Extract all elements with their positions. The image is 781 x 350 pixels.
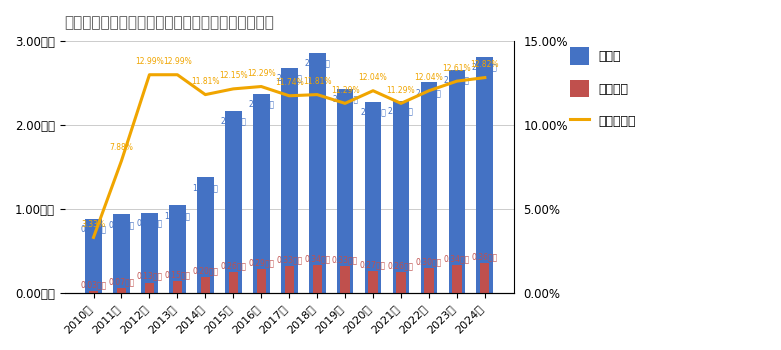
Text: 2.17兆円: 2.17兆円 (220, 117, 246, 126)
Text: 0.34兆円: 0.34兆円 (304, 254, 330, 263)
Text: 0.07兆円: 0.07兆円 (109, 277, 134, 286)
営業利益率 (396, 101, 405, 105)
Text: 2.37兆円: 2.37兆円 (248, 100, 274, 109)
営業利益率 (312, 92, 322, 97)
Bar (197, 177, 214, 293)
営業利益率 (256, 84, 266, 89)
営業利益率 (117, 159, 127, 163)
Bar (201, 276, 210, 293)
営業利益率 (144, 73, 154, 77)
Text: オリックスの売上高・営業利益・営業利益率の推移: オリックスの売上高・営業利益・営業利益率の推移 (65, 15, 275, 30)
Text: 0.33兆円: 0.33兆円 (276, 255, 302, 264)
Text: 1.38兆円: 1.38兆円 (192, 183, 219, 192)
Text: 0.30兆円: 0.30兆円 (415, 258, 442, 266)
Text: 7.88%: 7.88% (109, 144, 134, 152)
Text: 11.29%: 11.29% (387, 86, 415, 95)
営業利益率 (229, 87, 238, 91)
Bar (308, 53, 326, 293)
Text: 12.29%: 12.29% (247, 69, 276, 78)
Bar (144, 282, 154, 293)
Bar (257, 269, 266, 293)
Text: 12.04%: 12.04% (358, 73, 387, 82)
営業利益率 (369, 89, 378, 93)
Bar (448, 70, 465, 293)
Text: 0.27兆円: 0.27兆円 (360, 260, 386, 269)
Text: 11.81%: 11.81% (303, 77, 331, 86)
Text: 0.20兆円: 0.20兆円 (192, 266, 219, 275)
Bar (173, 281, 182, 293)
Text: 12.61%: 12.61% (443, 64, 471, 73)
Bar (480, 263, 490, 293)
Bar (312, 265, 322, 293)
Text: 1.05兆円: 1.05兆円 (164, 211, 191, 220)
Bar (225, 111, 241, 293)
営業利益率 (89, 235, 98, 239)
Text: 0.36兆円: 0.36兆円 (472, 252, 498, 261)
営業利益率 (424, 89, 433, 93)
Text: 0.94兆円: 0.94兆円 (109, 220, 134, 229)
Text: 0.96兆円: 0.96兆円 (137, 218, 162, 228)
営業利益率 (452, 79, 462, 83)
Text: 2.81兆円: 2.81兆円 (472, 63, 497, 72)
営業利益率 (480, 76, 490, 80)
Text: 12.82%: 12.82% (471, 60, 499, 69)
Line: 営業利益率: 営業利益率 (94, 75, 485, 237)
Text: 2.28兆円: 2.28兆円 (360, 107, 386, 117)
Text: 11.74%: 11.74% (275, 78, 304, 88)
Text: 0.89兆円: 0.89兆円 (80, 224, 106, 233)
Bar (420, 82, 437, 293)
Text: 0.13兆円: 0.13兆円 (137, 272, 162, 281)
Text: 0.03兆円: 0.03兆円 (80, 280, 107, 289)
Bar (229, 272, 238, 293)
Bar (341, 266, 350, 293)
Bar (452, 265, 462, 293)
Text: 2.51兆円: 2.51兆円 (416, 88, 442, 97)
Bar (85, 218, 102, 293)
Bar (89, 291, 98, 293)
Text: 12.99%: 12.99% (163, 57, 192, 66)
Legend: 売上高, 営業利益, 営業利益率: 売上高, 営業利益, 営業利益率 (565, 42, 641, 135)
Text: 12.15%: 12.15% (219, 71, 248, 80)
Text: 3.33%: 3.33% (81, 220, 105, 229)
Bar (284, 266, 294, 293)
営業利益率 (284, 94, 294, 98)
Bar (141, 213, 158, 293)
Text: 11.29%: 11.29% (331, 86, 359, 95)
Bar (397, 272, 405, 293)
営業利益率 (201, 92, 210, 97)
Text: 0.34兆円: 0.34兆円 (444, 254, 470, 263)
Bar (253, 94, 269, 293)
Bar (113, 214, 130, 293)
Bar (281, 68, 298, 293)
Text: 0.26兆円: 0.26兆円 (388, 261, 414, 270)
Bar (393, 101, 409, 293)
営業利益率 (173, 73, 182, 77)
Text: 0.29兆円: 0.29兆円 (248, 258, 274, 267)
Text: 2.86兆円: 2.86兆円 (304, 58, 330, 68)
Bar (476, 57, 494, 293)
Text: 2.43兆円: 2.43兆円 (332, 95, 358, 104)
Text: 2.66兆円: 2.66兆円 (444, 75, 470, 84)
Bar (365, 102, 381, 293)
営業利益率 (341, 101, 350, 105)
Text: 0.26兆円: 0.26兆円 (220, 261, 246, 270)
Text: 0.15兆円: 0.15兆円 (164, 270, 191, 279)
Text: 11.81%: 11.81% (191, 77, 219, 86)
Bar (169, 205, 186, 293)
Text: 2.29兆円: 2.29兆円 (388, 106, 414, 116)
Bar (337, 89, 354, 293)
Text: 2.68兆円: 2.68兆円 (276, 74, 302, 83)
Bar (117, 288, 126, 293)
Bar (369, 271, 378, 293)
Text: 12.04%: 12.04% (415, 73, 444, 82)
Text: 0.33兆円: 0.33兆円 (332, 255, 358, 264)
Text: 12.99%: 12.99% (135, 57, 164, 66)
Bar (424, 268, 433, 293)
